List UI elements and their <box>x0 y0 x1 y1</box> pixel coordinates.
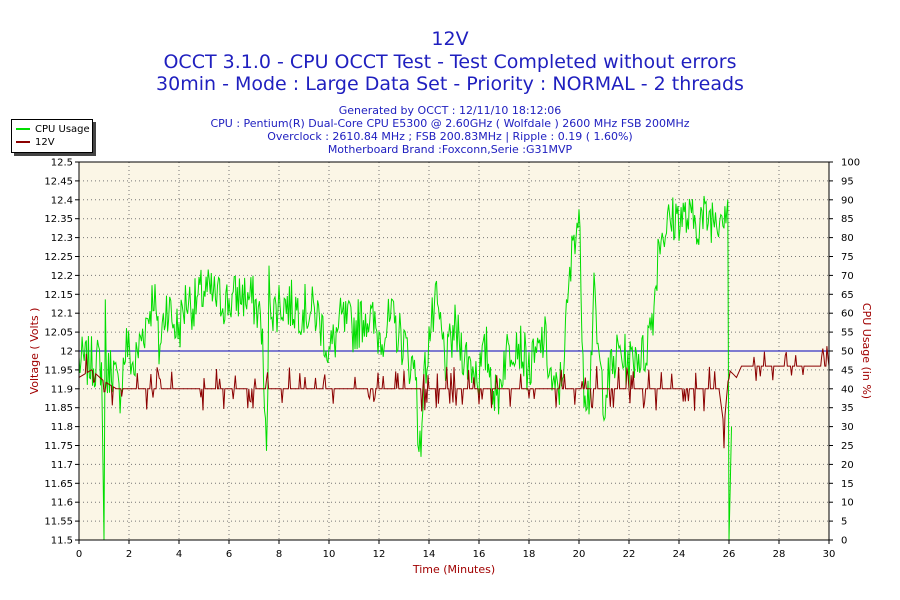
x-tick-label: 4 <box>176 549 182 560</box>
y-right-tick-label: 30 <box>841 422 854 433</box>
y-left-tick-label: 12.4 <box>51 195 73 206</box>
chart-subtitle-mode: 30min - Mode : Large Data Set - Priority… <box>156 73 744 95</box>
y-right-tick-label: 95 <box>841 176 854 187</box>
x-tick-label: 12 <box>373 549 386 560</box>
y-left-tick-label: 12.3 <box>51 233 73 244</box>
x-tick-label: 28 <box>773 549 786 560</box>
chart-subtitle-test: OCCT 3.1.0 - CPU OCCT Test - Test Comple… <box>163 51 737 73</box>
y-left-tick-label: 12.15 <box>44 290 73 301</box>
y-right-tick-label: 50 <box>841 347 854 358</box>
y-left-tick-label: 11.6 <box>51 498 73 509</box>
y-left-axis-title: Voltage ( Volts ) <box>28 308 41 395</box>
legend-entry-volt: 12V <box>16 137 55 149</box>
legend-swatch-cpu <box>16 128 30 130</box>
y-right-tick-label: 15 <box>841 479 854 490</box>
y-left-tick-label: 12 <box>60 347 73 358</box>
chart-title: 12V <box>431 28 469 50</box>
y-left-tick-label: 12.45 <box>44 176 73 187</box>
y-right-tick-label: 85 <box>841 214 854 225</box>
y-left-tick-label: 12.1 <box>51 309 73 320</box>
x-tick-label: 24 <box>673 549 686 560</box>
y-left-tick-label: 11.55 <box>44 517 73 528</box>
x-tick-label: 30 <box>823 549 836 560</box>
info-generated: Generated by OCCT : 12/11/10 18:12:06 <box>338 104 562 117</box>
y-left-tick-label: 11.65 <box>44 479 73 490</box>
y-left-tick-label: 11.85 <box>44 403 73 414</box>
y-right-tick-label: 55 <box>841 328 854 339</box>
y-left-tick-label: 12.35 <box>44 214 73 225</box>
y-right-tick-label: 100 <box>841 158 860 169</box>
y-left-tick-label: 11.9 <box>51 384 73 395</box>
series-12v-line <box>78 346 830 449</box>
x-tick-label: 26 <box>723 549 736 560</box>
x-tick-label: 22 <box>623 549 636 560</box>
x-tick-label: 6 <box>226 549 232 560</box>
x-tick-label: 18 <box>523 549 536 560</box>
x-tick-label: 8 <box>276 549 282 560</box>
y-right-tick-label: 35 <box>841 403 854 414</box>
x-tick-label: 16 <box>473 549 486 560</box>
y-right-tick-label: 70 <box>841 271 854 282</box>
y-right-axis-title: CPU Usage (in %) <box>860 303 873 399</box>
legend-entry-cpu: CPU Usage <box>16 124 90 136</box>
legend-label-volt: 12V <box>35 137 55 148</box>
y-left-tick-label: 12.2 <box>51 271 73 282</box>
y-right-tick-label: 10 <box>841 498 854 509</box>
y-left-tick-label: 12.05 <box>44 328 73 339</box>
y-right-tick-label: 90 <box>841 195 854 206</box>
chart-legend: CPU Usage 12V <box>11 119 93 153</box>
y-left-tick-label: 11.5 <box>51 536 73 547</box>
y-right-tick-label: 80 <box>841 233 854 244</box>
x-tick-label: 0 <box>76 549 82 560</box>
y-left-tick-label: 11.8 <box>51 422 73 433</box>
info-overclock: Overclock : 2610.84 MHz ; FSB 200.83MHz … <box>267 130 633 143</box>
y-left-tick-label: 11.95 <box>44 365 73 376</box>
y-right-tick-label: 75 <box>841 252 854 263</box>
x-axis-title: Time (Minutes) <box>412 563 495 576</box>
y-right-tick-label: 65 <box>841 290 854 301</box>
x-tick-label: 10 <box>323 549 336 560</box>
y-right-tick-label: 60 <box>841 309 854 320</box>
info-motherboard: Motherboard Brand :Foxconn,Serie :G31MVP <box>327 143 573 156</box>
x-tick-label: 2 <box>126 549 132 560</box>
y-left-tick-label: 12.5 <box>51 158 73 169</box>
y-left-tick-label: 12.25 <box>44 252 73 263</box>
y-left-tick-label: 11.7 <box>51 460 73 471</box>
y-right-tick-label: 25 <box>841 441 854 452</box>
y-right-tick-label: 5 <box>841 517 847 528</box>
info-cpu: CPU : Pentium(R) Dual-Core CPU E5300 @ 2… <box>210 117 690 130</box>
y-left-tick-label: 11.75 <box>44 441 73 452</box>
legend-swatch-volt <box>16 141 30 143</box>
x-tick-label: 20 <box>573 549 586 560</box>
y-right-tick-label: 40 <box>841 384 854 395</box>
series-cpu-usage-line <box>78 195 732 541</box>
legend-label-cpu: CPU Usage <box>35 124 90 135</box>
y-right-tick-label: 45 <box>841 365 854 376</box>
y-right-tick-label: 20 <box>841 460 854 471</box>
y-right-tick-label: 0 <box>841 536 847 547</box>
x-tick-label: 14 <box>423 549 436 560</box>
